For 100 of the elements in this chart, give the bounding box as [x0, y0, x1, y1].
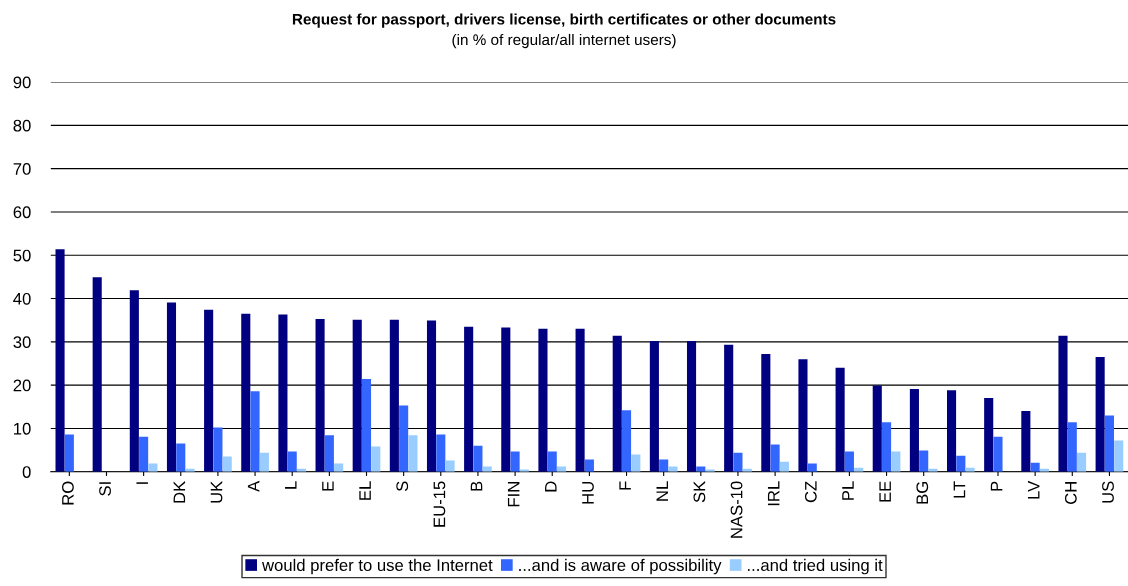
bar: [241, 313, 251, 472]
bar: [947, 390, 957, 472]
bar: [389, 319, 399, 472]
bar: [259, 452, 269, 472]
bar: [798, 359, 808, 472]
x-tick-label: E: [322, 481, 334, 491]
bar: [835, 367, 845, 472]
x-tick-label: CH: [1064, 482, 1077, 504]
x-tick-label: RO: [62, 481, 74, 505]
x-tick-label: EU-15: [433, 481, 446, 527]
x-tick-label: NL: [656, 481, 668, 501]
bar: [1058, 335, 1068, 472]
y-tick-label: 10: [14, 422, 31, 435]
x-tick-label: BG: [916, 482, 929, 504]
x-tick-label: SK: [693, 480, 706, 503]
bar: [176, 443, 186, 472]
bar: [956, 455, 966, 472]
bar: [352, 319, 362, 472]
y-tick-label: 20: [13, 379, 31, 392]
legend-label: would prefer to use the Internet: [261, 558, 493, 575]
bar: [984, 398, 994, 472]
x-tick-label: LT: [953, 481, 966, 498]
bar: [501, 327, 511, 472]
x-tick-label: US: [1102, 481, 1114, 503]
y-tick-label: 90: [13, 76, 31, 89]
bar: [315, 318, 325, 472]
x-tick-label: L: [285, 481, 297, 489]
bar: [510, 451, 520, 472]
y-tick-label: 50: [13, 249, 31, 262]
bar: [612, 335, 622, 472]
bar: [1077, 452, 1087, 472]
bar: [733, 452, 743, 472]
x-tick-label: EL: [359, 481, 371, 500]
bar: [882, 422, 892, 472]
x-tick-label: LV: [1027, 480, 1040, 499]
bar: [222, 456, 232, 472]
bar: [891, 451, 901, 472]
y-tick-label: 40: [13, 292, 31, 305]
x-tick-label: IRL: [767, 481, 780, 506]
bar: [287, 451, 297, 472]
bar: [204, 309, 214, 472]
x-tick-label: P: [990, 481, 1003, 491]
bar: [139, 436, 149, 472]
bar: [436, 434, 446, 472]
bar: [361, 379, 372, 472]
bar: [761, 353, 771, 472]
x-tick-label: I: [136, 482, 148, 484]
bar: [659, 459, 669, 472]
bar: [278, 314, 288, 472]
bar: [408, 435, 418, 472]
x-tick-label: HU: [582, 482, 594, 504]
chart-subtitle: (in % of regular/all internet users): [452, 33, 676, 49]
bar: [538, 328, 548, 472]
bar: [1067, 422, 1077, 472]
bar: [1021, 411, 1031, 472]
y-tick-label: 60: [13, 206, 31, 219]
x-tick-label: A: [247, 480, 260, 492]
bar: [686, 340, 697, 472]
x-tick-label: SI: [99, 482, 111, 496]
x-tick-label: EE: [879, 481, 891, 502]
x-tick-label: NAS-10: [730, 481, 743, 538]
x-tick-label: S: [396, 481, 409, 492]
bar: [649, 340, 659, 472]
x-tick-label: PL: [842, 481, 854, 500]
y-tick-label: 0: [22, 466, 31, 478]
bar: [993, 436, 1003, 472]
bar: [1114, 440, 1124, 472]
bar: [324, 435, 334, 472]
bar: [55, 249, 65, 472]
bar: [919, 450, 929, 472]
bar: [473, 445, 483, 472]
bar: [1095, 356, 1105, 472]
bar: [213, 427, 223, 472]
bar: [92, 277, 102, 472]
bar: [129, 290, 139, 472]
chart-title: Request for passport, drivers license, birth certificates or other documents: [292, 13, 836, 28]
y-tick-label: 70: [13, 163, 31, 175]
legend-label: ...and tried using it: [748, 558, 883, 575]
x-tick-label: UK: [210, 480, 223, 503]
bar: [621, 410, 632, 472]
bar: [844, 451, 854, 472]
bar: [584, 459, 594, 472]
legend-label: ...and is aware of possibility: [519, 558, 722, 575]
y-tick-label: 80: [13, 119, 31, 132]
bar: [250, 391, 260, 472]
x-tick-label: DK: [173, 480, 186, 503]
x-tick-label: CZ: [804, 481, 817, 503]
bar: [371, 446, 381, 472]
y-tick-label: 30: [13, 336, 31, 349]
bar: [1104, 415, 1114, 472]
bar: [872, 385, 882, 472]
bar: [547, 451, 557, 472]
bar: [166, 302, 177, 472]
bar: [909, 389, 919, 472]
bar: [724, 344, 734, 472]
bar: [426, 320, 437, 472]
bar: [64, 434, 74, 472]
x-tick-label: FIN: [507, 482, 520, 507]
x-tick-label: B: [470, 481, 483, 491]
x-tick-label: D: [545, 481, 557, 492]
